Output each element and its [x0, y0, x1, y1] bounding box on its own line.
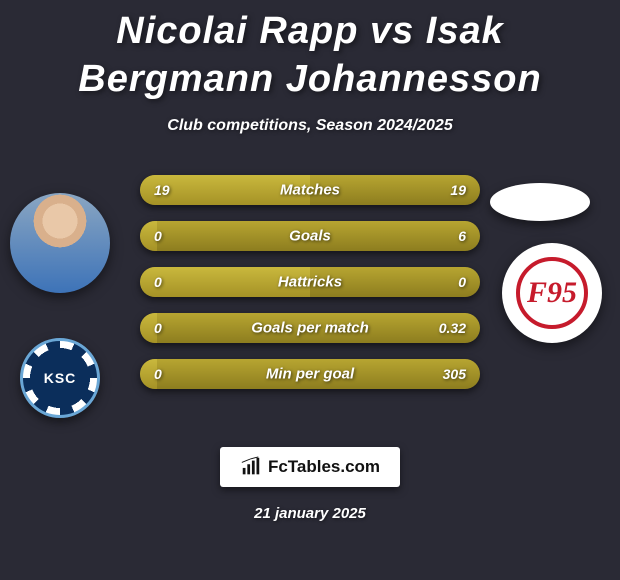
stat-label: Min per goal	[140, 366, 480, 383]
stat-right-value: 19	[450, 182, 466, 198]
brand-label: FcTables.com	[268, 457, 380, 477]
stat-label: Matches	[140, 182, 480, 199]
club-right-code: F95	[527, 276, 577, 310]
stat-bar: 19Matches19	[140, 175, 480, 205]
fctables-badge[interactable]: FcTables.com	[220, 447, 400, 487]
stat-bar: 0Goals6	[140, 221, 480, 251]
stat-right-value: 0	[458, 274, 466, 290]
stat-right-value: 0.32	[439, 320, 466, 336]
stat-label: Goals	[140, 228, 480, 245]
page-title: Nicolai Rapp vs Isak Bergmann Johannesso…	[0, 0, 620, 103]
season-subtitle: Club competitions, Season 2024/2025	[0, 117, 620, 135]
stat-right-value: 305	[443, 366, 466, 382]
stat-right-value: 6	[458, 228, 466, 244]
stat-bars: 19Matches190Goals60Hattricks00Goals per …	[140, 175, 480, 405]
stat-bar: 0Hattricks0	[140, 267, 480, 297]
stat-label: Goals per match	[140, 320, 480, 337]
player-left-avatar	[10, 193, 110, 293]
comparison-stage: F95 19Matches190Goals60Hattricks00Goals …	[0, 163, 620, 423]
stat-label: Hattricks	[140, 274, 480, 291]
club-right-inner: F95	[516, 257, 588, 329]
bar-chart-icon	[240, 456, 262, 478]
page-date: 21 january 2025	[0, 505, 620, 522]
club-left-badge	[20, 338, 100, 418]
stat-bar: 0Goals per match0.32	[140, 313, 480, 343]
club-right-badge: F95	[502, 243, 602, 343]
stat-bar: 0Min per goal305	[140, 359, 480, 389]
player-right-avatar	[490, 183, 590, 221]
